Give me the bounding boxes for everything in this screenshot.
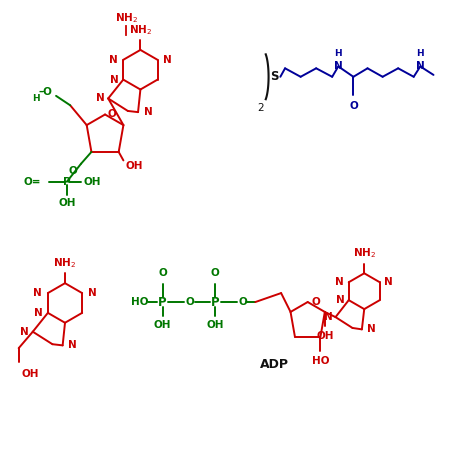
Text: NH$_2$: NH$_2$ xyxy=(129,23,152,36)
Text: N: N xyxy=(163,55,172,65)
Text: H: H xyxy=(32,94,39,103)
Text: N: N xyxy=(109,55,118,65)
Text: O: O xyxy=(185,297,194,307)
Text: O: O xyxy=(311,297,320,307)
Text: OH: OH xyxy=(58,198,76,208)
Text: O: O xyxy=(349,101,358,111)
Text: OH: OH xyxy=(83,177,101,187)
Text: OH: OH xyxy=(21,369,38,379)
Text: HO: HO xyxy=(131,297,148,307)
Text: O: O xyxy=(108,109,116,118)
Text: P: P xyxy=(63,177,71,187)
Text: O: O xyxy=(69,166,77,176)
Text: 2: 2 xyxy=(257,103,264,113)
Text: HO: HO xyxy=(311,356,329,366)
Text: S: S xyxy=(271,70,279,83)
Text: OH: OH xyxy=(154,320,171,330)
Text: P: P xyxy=(211,295,219,309)
Text: N: N xyxy=(20,327,29,337)
Text: N: N xyxy=(88,288,97,298)
Text: OH: OH xyxy=(207,320,224,330)
Text: H: H xyxy=(335,49,342,58)
Text: O: O xyxy=(158,268,167,278)
Text: N: N xyxy=(144,107,153,117)
Text: –O: –O xyxy=(38,87,52,97)
Text: O: O xyxy=(211,268,219,278)
Text: OH: OH xyxy=(126,161,143,172)
Text: P: P xyxy=(158,295,167,309)
Text: NH$_2$: NH$_2$ xyxy=(115,11,138,25)
Text: ADP: ADP xyxy=(260,358,289,371)
Text: N: N xyxy=(384,277,393,287)
Text: N: N xyxy=(334,62,343,72)
Text: O=: O= xyxy=(24,177,41,187)
Text: N: N xyxy=(96,93,104,103)
Text: O: O xyxy=(238,297,247,307)
Text: NH$_2$: NH$_2$ xyxy=(353,246,376,260)
Text: NH$_2$: NH$_2$ xyxy=(54,256,76,270)
Text: N: N xyxy=(110,74,118,85)
Text: N: N xyxy=(68,340,77,350)
Text: N: N xyxy=(416,62,425,72)
Text: H: H xyxy=(417,49,424,58)
Text: N: N xyxy=(335,277,344,287)
Text: N: N xyxy=(35,308,43,318)
Text: N: N xyxy=(34,288,42,298)
Text: N: N xyxy=(336,295,345,305)
Text: N: N xyxy=(324,312,333,322)
Text: N: N xyxy=(366,324,375,334)
Text: OH: OH xyxy=(316,331,334,341)
